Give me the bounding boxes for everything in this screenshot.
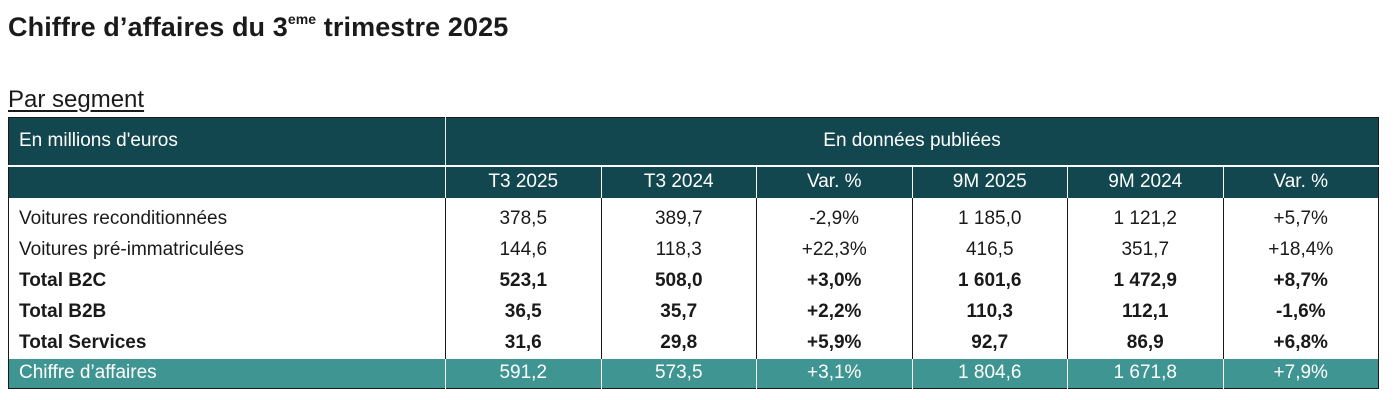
cell: +5,9%: [756, 327, 913, 359]
cell: 35,7: [601, 296, 757, 328]
column-header: Var. %: [756, 164, 913, 198]
cell: 508,0: [601, 265, 757, 297]
cell: 591,2: [445, 358, 602, 389]
cell: 1 671,8: [1067, 358, 1224, 389]
section-subtitle: Par segment: [8, 86, 145, 113]
cell: 118,3: [601, 234, 757, 266]
cell: +18,4%: [1268, 239, 1334, 260]
table-row: Voitures pré-immatriculées 144,6 118,3 +…: [8, 234, 1379, 266]
cell: +3,0%: [756, 265, 913, 297]
column-header: T3 2025: [445, 164, 602, 198]
row-label: Total Services: [8, 327, 446, 359]
cell: +6,8%: [1273, 332, 1328, 353]
cell: 144,6: [445, 234, 602, 266]
cell: +5,7%: [1273, 208, 1328, 229]
cell: +8,7%: [1273, 270, 1328, 291]
title-rest: trimestre 2025: [316, 12, 509, 42]
column-header: 9M 2024: [1067, 164, 1224, 198]
cell: 1 804,6: [912, 358, 1068, 389]
row-label: Voitures reconditionnées: [8, 197, 446, 235]
column-header: T3 2024: [601, 164, 757, 198]
cell: 29,8: [601, 327, 757, 359]
cell: +22,3%: [756, 234, 913, 266]
column-header: 9M 2025: [912, 164, 1068, 198]
revenue-table: En millions d'euros En données publiées …: [8, 117, 1380, 389]
cell: 112,1: [1067, 296, 1224, 328]
cell: 86,9: [1067, 327, 1224, 359]
cell: 1 601,6: [912, 265, 1068, 297]
group-header: En données publiées: [445, 117, 1379, 166]
cell: +7,9%: [1223, 358, 1379, 389]
cell: 351,7: [1067, 234, 1224, 266]
total-row: Chiffre d’affaires 591,2 573,5 +3,1% 1 8…: [8, 358, 1379, 389]
cell: 1 185,0: [912, 197, 1068, 235]
unit-label: En millions d'euros: [8, 117, 446, 166]
row-label: Chiffre d’affaires: [8, 358, 446, 389]
cell: 573,5: [601, 358, 757, 389]
cell: 378,5: [445, 197, 602, 235]
table-row: Total B2C 523,1 508,0 +3,0% 1 601,6 1 47…: [8, 265, 1379, 297]
column-header-row: T3 2025 T3 2024 Var. % 9M 2025 9M 2024 V…: [8, 164, 1379, 198]
cell: +2,2%: [756, 296, 913, 328]
column-header-empty: [8, 164, 446, 198]
table-row: Total B2B 36,5 35,7 +2,2% 110,3 112,1 -1…: [8, 296, 1379, 328]
cell: 92,7: [912, 327, 1068, 359]
page-title: Chiffre d’affaires du 3eme trimestre 202…: [8, 11, 509, 43]
cell: 36,5: [445, 296, 602, 328]
cell: -1,6%: [1275, 301, 1326, 322]
cell: 523,1: [445, 265, 602, 297]
cell: 31,6: [445, 327, 602, 359]
table-header-row: En millions d'euros En données publiées: [8, 117, 1379, 166]
cell: 1 472,9: [1067, 265, 1224, 297]
title-superscript: eme: [287, 11, 317, 27]
column-header: Var. %: [1223, 164, 1379, 198]
table-row: Total Services 31,6 29,8 +5,9% 92,7 86,9…: [8, 327, 1379, 359]
table-row: Voitures reconditionnées 378,5 389,7 -2,…: [8, 197, 1379, 235]
row-label: Total B2B: [8, 296, 446, 328]
cell: 110,3: [912, 296, 1068, 328]
cell: 389,7: [601, 197, 757, 235]
cell: 416,5: [912, 234, 1068, 266]
row-label: Voitures pré-immatriculées: [8, 234, 446, 266]
row-label: Total B2C: [8, 265, 446, 297]
cell: 1 121,2: [1067, 197, 1224, 235]
cell: -2,9%: [756, 197, 913, 235]
title-main: Chiffre d’affaires du 3: [8, 12, 288, 42]
cell: +3,1%: [756, 358, 913, 389]
